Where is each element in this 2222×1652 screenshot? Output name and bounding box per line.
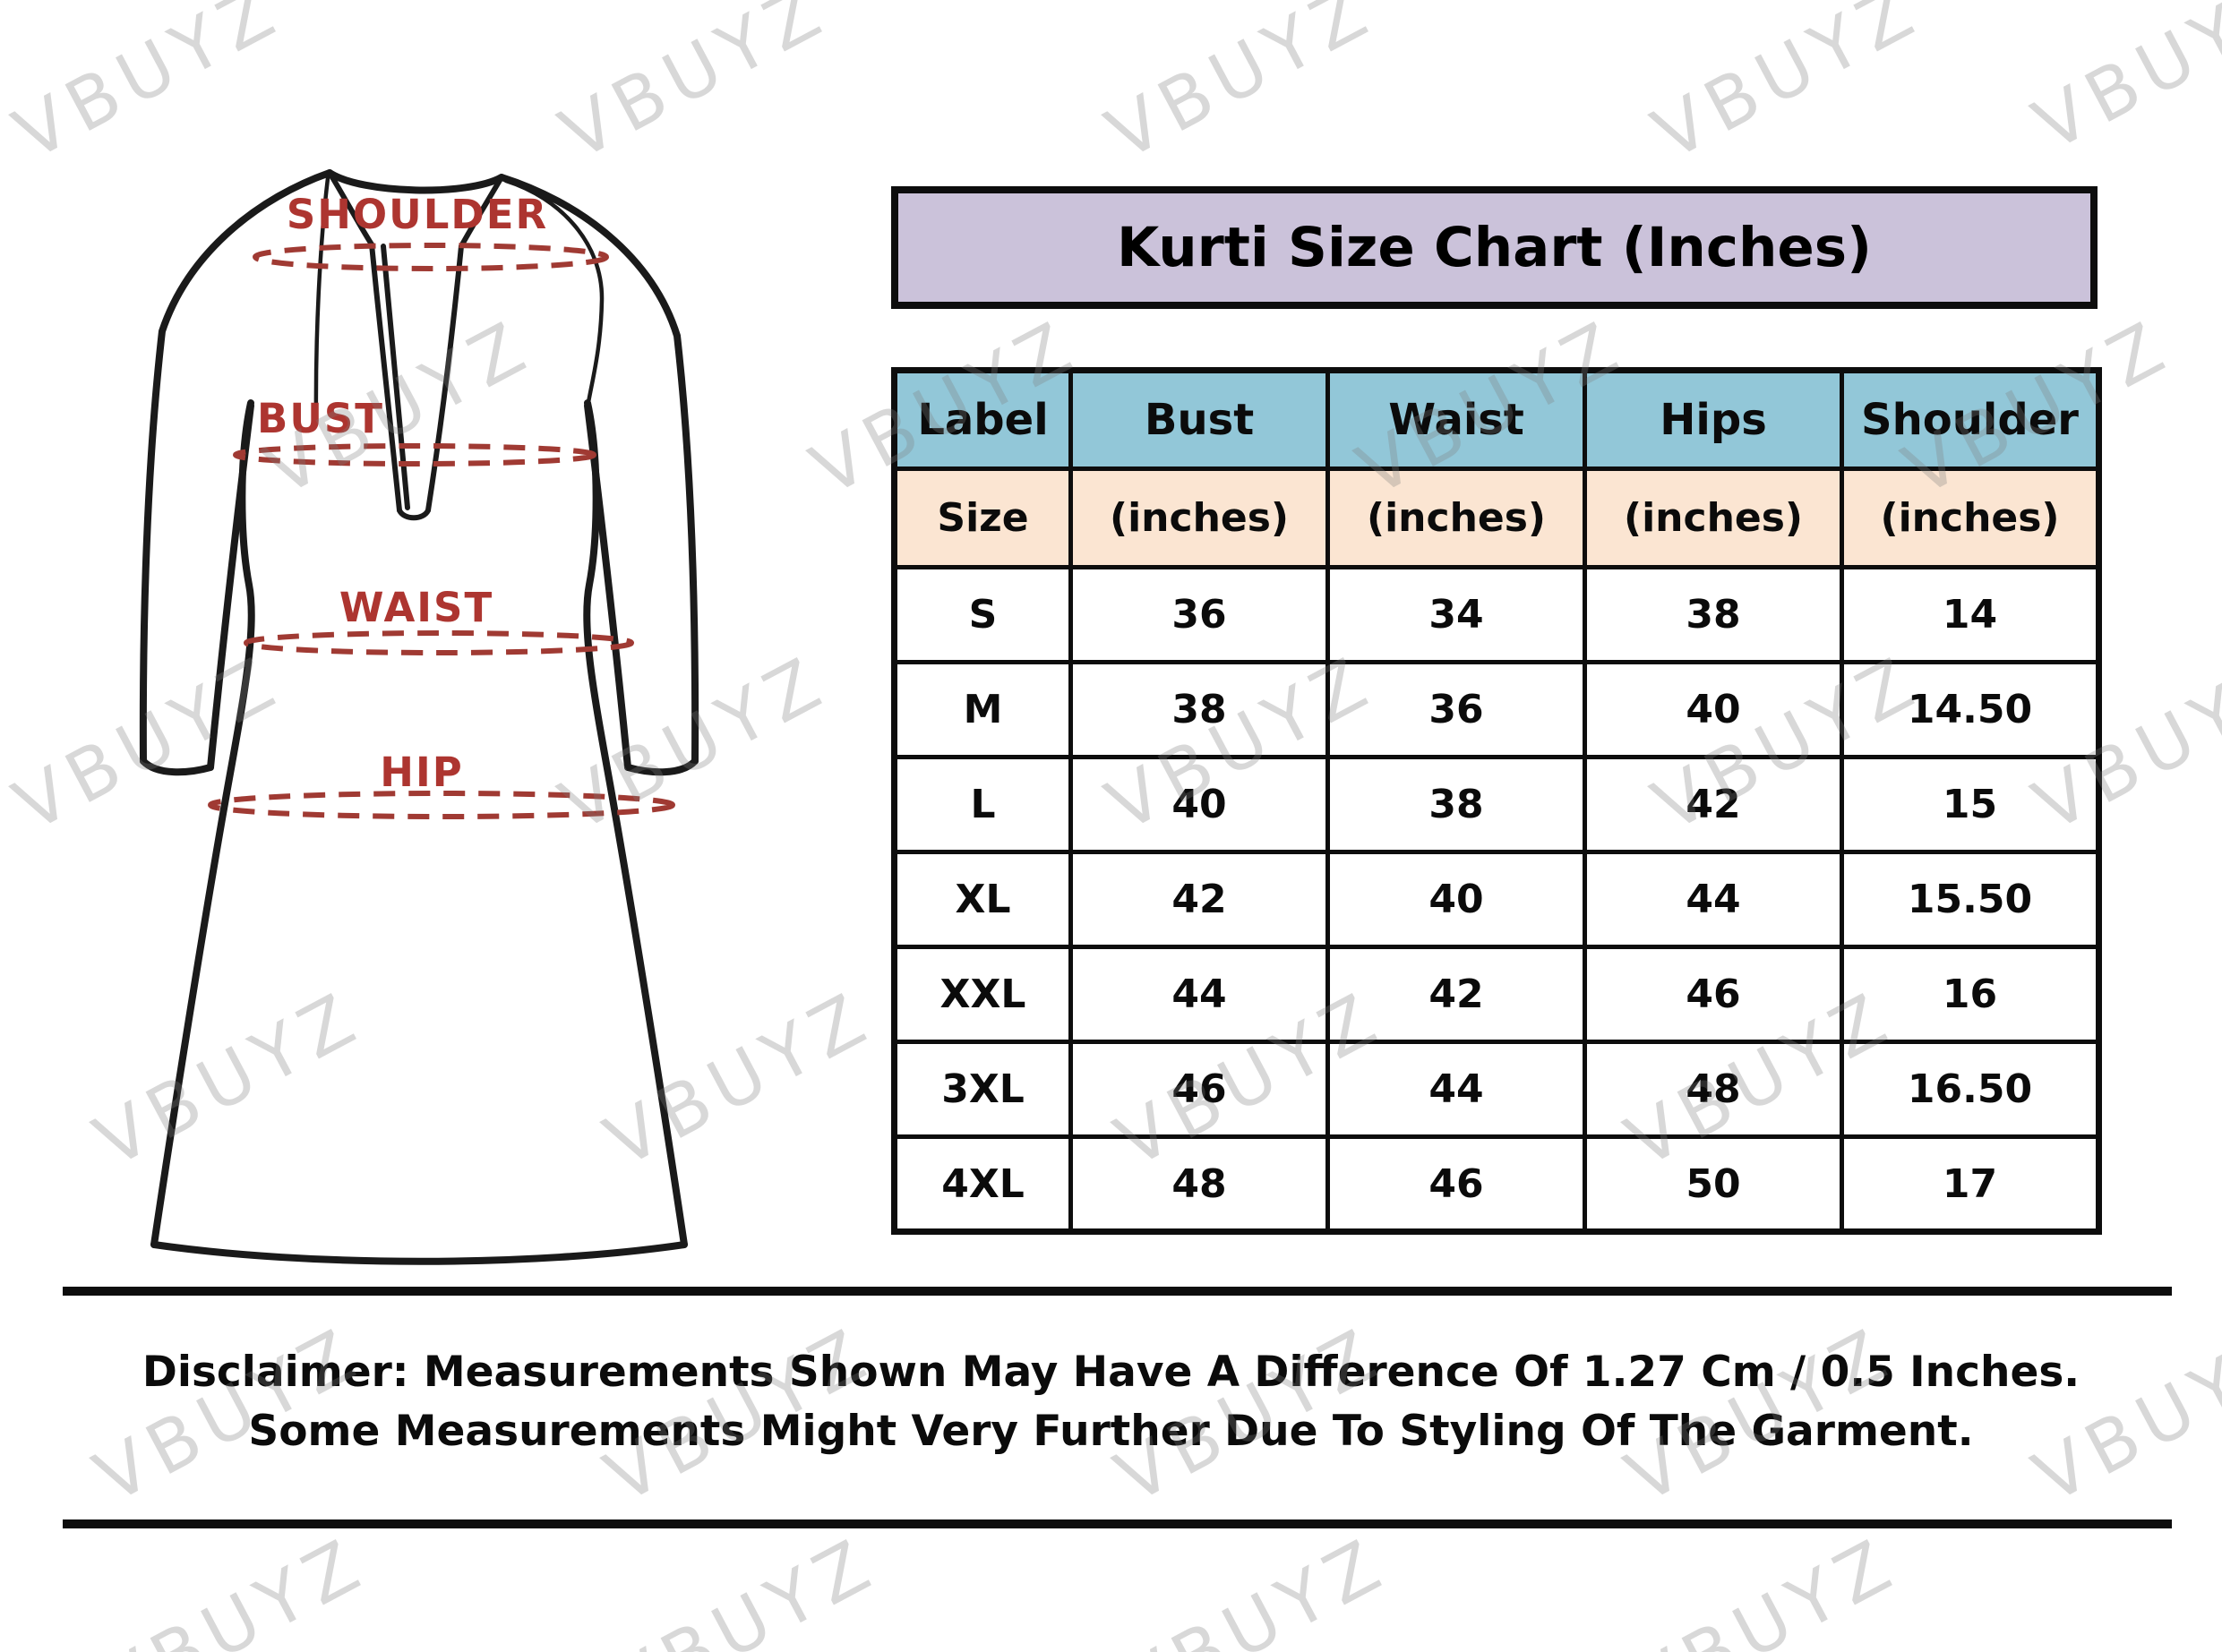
- value-cell: 15.50: [1840, 850, 2101, 949]
- table-row-s: S 36 34 38 14: [892, 565, 2101, 664]
- hip-dash-line: [208, 791, 675, 819]
- subheader-unit: (inches): [1325, 466, 1587, 569]
- watermark: VBUYZ: [1640, 0, 1934, 176]
- value-cell: 44: [1325, 1040, 1587, 1139]
- shoulder-label: SHOULDER: [287, 191, 548, 238]
- value-cell: 46: [1325, 1134, 1587, 1234]
- measurement-dash-lines: [208, 243, 675, 819]
- kurti-measurement-diagram: SHOULDER BUST WAIST HIP: [139, 169, 699, 1265]
- bust-label: BUST: [257, 395, 384, 442]
- value-cell: 44: [1068, 945, 1330, 1044]
- value-cell: 36: [1325, 660, 1587, 759]
- value-cell: 34: [1325, 565, 1587, 664]
- value-cell: 15: [1840, 755, 2101, 854]
- measurement-labels: SHOULDER BUST WAIST HIP: [257, 191, 548, 796]
- table-row-xl: XL 42 40 44 15.50: [892, 850, 2101, 949]
- divider-line-bottom: [63, 1519, 2172, 1528]
- watermark: VBUYZ: [596, 1520, 890, 1652]
- value-cell: 40: [1325, 850, 1587, 949]
- page-title: Kurti Size Chart (Inches): [1117, 216, 1872, 279]
- value-cell: 14: [1840, 565, 2101, 664]
- watermark: VBUYZ: [2020, 0, 2222, 167]
- size-cell: L: [892, 755, 1073, 854]
- subheader-unit: (inches): [1583, 466, 1844, 569]
- value-cell: 44: [1583, 850, 1844, 949]
- subheader-unit: (inches): [1068, 466, 1330, 569]
- kurti-outline: [139, 169, 699, 1265]
- header-waist: Waist: [1325, 368, 1587, 471]
- header-shoulder: Shoulder: [1840, 368, 2101, 471]
- size-cell: 3XL: [892, 1040, 1073, 1139]
- value-cell: 38: [1583, 565, 1844, 664]
- value-cell: 42: [1583, 755, 1844, 854]
- size-cell: XL: [892, 850, 1073, 949]
- size-cell: S: [892, 565, 1073, 664]
- value-cell: 14.50: [1840, 660, 2101, 759]
- table-row-4xl: 4XL 48 46 50 17: [892, 1134, 2101, 1234]
- subheader-unit: (inches): [1840, 466, 2101, 569]
- header-hips: Hips: [1583, 368, 1844, 471]
- watermark: VBUYZ: [1094, 0, 1387, 176]
- header-label: Label: [892, 368, 1073, 471]
- neckline-and-slit: [313, 170, 605, 521]
- value-cell: 40: [1068, 755, 1330, 854]
- shoulder-dash-line: [253, 243, 609, 271]
- value-cell: 50: [1583, 1134, 1844, 1234]
- size-cell: XXL: [892, 945, 1073, 1044]
- value-cell: 16.50: [1840, 1040, 2101, 1139]
- size-table-container: Label Bust Waist Hips Shoulder Size (inc…: [891, 367, 2102, 1235]
- table-row-xxl: XXL 44 42 46 16: [892, 945, 2101, 1044]
- header-row: Label Bust Waist Hips Shoulder: [892, 368, 2101, 471]
- subheader-size: Size: [892, 466, 1073, 569]
- watermark: VBUYZ: [547, 0, 841, 176]
- table-row-m: M 38 36 40 14.50: [892, 660, 2101, 759]
- size-table: Label Bust Waist Hips Shoulder Size (inc…: [891, 367, 2102, 1235]
- title-banner: Kurti Size Chart (Inches): [891, 186, 2098, 309]
- watermark: VBUYZ: [1617, 1520, 1911, 1652]
- hip-label: HIP: [380, 749, 463, 796]
- value-cell: 46: [1068, 1040, 1330, 1139]
- value-cell: 46: [1583, 945, 1844, 1044]
- value-cell: 42: [1325, 945, 1587, 1044]
- watermark: VBUYZ: [86, 1520, 380, 1652]
- header-bust: Bust: [1068, 368, 1330, 471]
- table-row-3xl: 3XL 46 44 48 16.50: [892, 1040, 2101, 1139]
- waist-dash-line: [244, 630, 634, 655]
- bust-dash-line: [233, 443, 596, 466]
- size-cell: M: [892, 660, 1073, 759]
- waist-label: WAIST: [339, 584, 493, 631]
- value-cell: 48: [1068, 1134, 1330, 1234]
- value-cell: 17: [1840, 1134, 2101, 1234]
- divider-line-top: [63, 1287, 2172, 1296]
- watermark: VBUYZ: [1107, 1520, 1401, 1652]
- value-cell: 38: [1068, 660, 1330, 759]
- subheader-row: Size (inches) (inches) (inches) (inches): [892, 466, 2101, 569]
- watermark: VBUYZ: [1, 0, 295, 176]
- value-cell: 16: [1840, 945, 2101, 1044]
- disclaimer: Disclaimer: Measurements Shown May Have …: [0, 1343, 2222, 1461]
- value-cell: 36: [1068, 565, 1330, 664]
- disclaimer-line-1: Disclaimer: Measurements Shown May Have …: [142, 1348, 2080, 1397]
- disclaimer-line-2: Some Measurements Might Very Further Due…: [248, 1407, 1974, 1456]
- value-cell: 38: [1325, 755, 1587, 854]
- value-cell: 42: [1068, 850, 1330, 949]
- value-cell: 40: [1583, 660, 1844, 759]
- value-cell: 48: [1583, 1040, 1844, 1139]
- size-cell: 4XL: [892, 1134, 1073, 1234]
- table-row-l: L 40 38 42 15: [892, 755, 2101, 854]
